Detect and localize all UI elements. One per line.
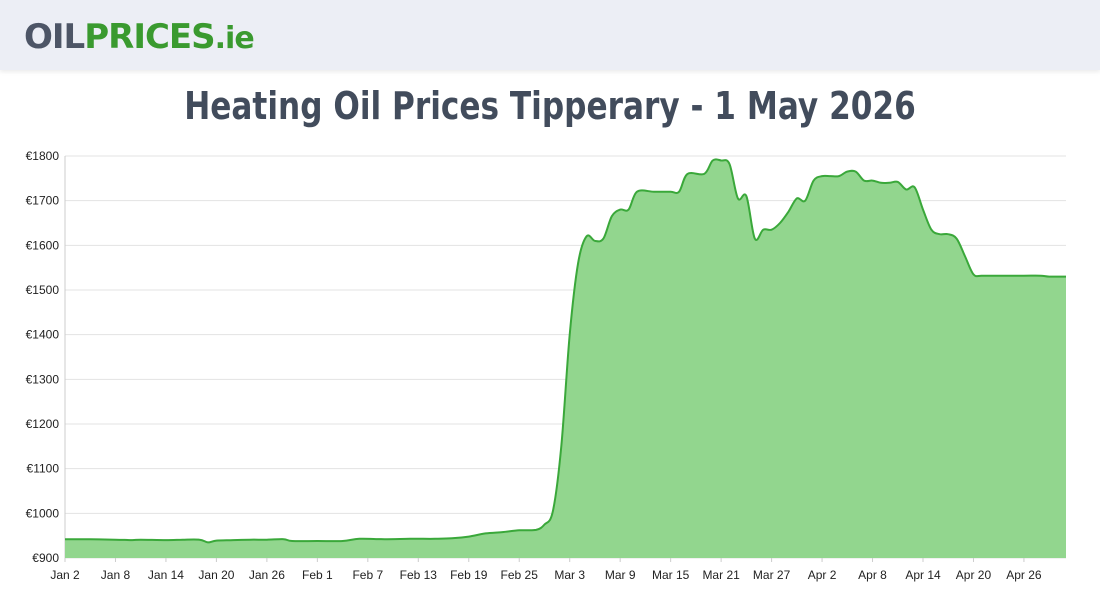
price-series-line: [65, 158, 1067, 544]
x-tick-label-mar-9: Mar 9: [605, 568, 636, 582]
x-tick-label-jan-2: Jan 2: [50, 568, 80, 582]
x-tick-label-mar-3: Mar 3: [554, 568, 585, 582]
y-tick-label-1200: €1200: [26, 417, 60, 431]
site-header: OILPRICES.ie: [0, 0, 1100, 70]
x-tick-label-apr-26: Apr 26: [1006, 568, 1042, 582]
price-area-fill: [65, 159, 1066, 559]
y-tick-label-1600: €1600: [26, 238, 60, 252]
x-tick-label-apr-2: Apr 2: [808, 568, 837, 582]
y-tick-label-1000: €1000: [26, 506, 60, 520]
x-tick-label-mar-27: Mar 27: [753, 568, 791, 582]
x-tick-label-jan-14: Jan 14: [148, 568, 184, 582]
page-title: Heating Oil Prices Tipperary - 1 May 202…: [184, 84, 916, 128]
chart-area-layer: [65, 158, 1067, 559]
x-tick-label-jan-8: Jan 8: [101, 568, 131, 582]
x-tick-label-apr-14: Apr 14: [905, 568, 941, 582]
x-tick-label-apr-8: Apr 8: [858, 568, 887, 582]
x-tick-label-feb-25: Feb 25: [501, 568, 539, 582]
x-tick-label-feb-13: Feb 13: [400, 568, 438, 582]
x-tick-label-mar-21: Mar 21: [702, 568, 740, 582]
x-tick-label-feb-7: Feb 7: [352, 568, 383, 582]
y-axis: €900 €1000 €1100 €1200 €1300 €1400 €1500 €1600 €…: [26, 149, 60, 565]
logo-ie-text: .ie: [214, 21, 255, 56]
x-axis: Jan 2 Jan 8 Jan 14 Jan 20 Jan 26 Feb 1 Feb 7 Fe…: [50, 558, 1042, 582]
x-tick-label-apr-20: Apr 20: [956, 568, 992, 582]
x-tick-label-jan-20: Jan 20: [198, 568, 234, 582]
site-logo[interactable]: OILPRICES.ie: [24, 14, 255, 62]
y-tick-label-1100: €1100: [27, 462, 60, 476]
x-tick-label-jan-26: Jan 26: [249, 568, 285, 582]
logo-oil-text: OIL: [24, 17, 85, 57]
y-tick-label-1800: €1800: [26, 149, 60, 163]
y-tick-label-900: €900: [32, 551, 59, 565]
x-tick-label-mar-15: Mar 15: [652, 568, 690, 582]
x-tick-label-feb-1: Feb 1: [302, 568, 333, 582]
y-tick-label-1700: €1700: [26, 194, 60, 208]
logo-prices-text: PRICES: [84, 17, 215, 57]
y-tick-label-1500: €1500: [26, 283, 60, 297]
x-tick-label-feb-19: Feb 19: [450, 568, 488, 582]
y-tick-label-1400: €1400: [26, 328, 60, 342]
y-tick-label-1300: €1300: [26, 372, 60, 386]
